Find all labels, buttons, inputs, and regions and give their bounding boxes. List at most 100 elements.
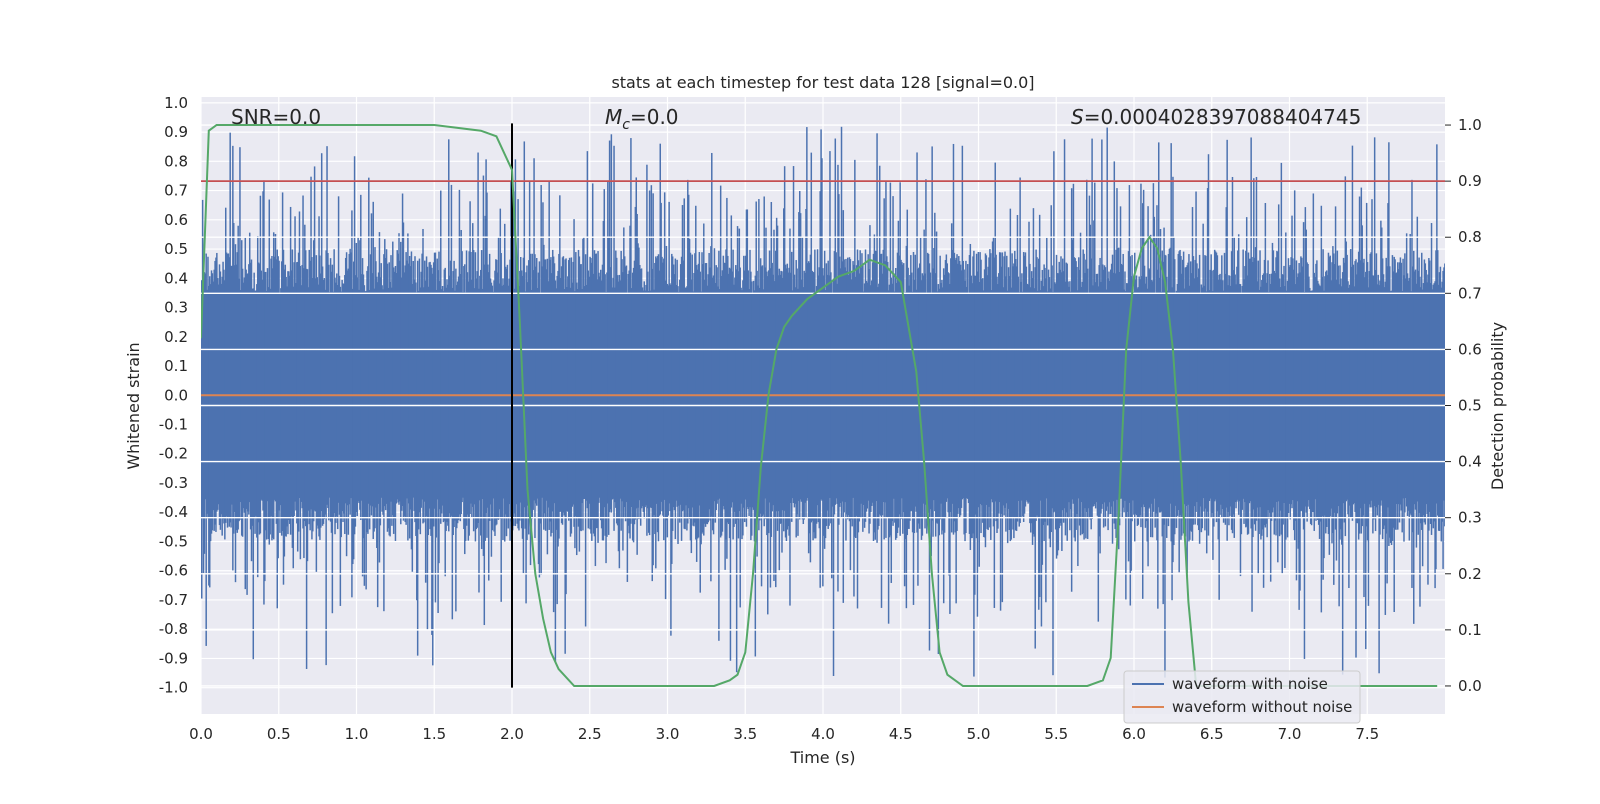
noise-sample xyxy=(983,269,986,538)
noise-sample xyxy=(1043,264,1045,542)
noise-sample xyxy=(535,266,537,504)
noise-sample xyxy=(956,254,958,531)
noise-sample xyxy=(894,268,897,540)
noise-sample xyxy=(294,216,296,502)
noise-sample xyxy=(1337,265,1339,507)
noise-sample xyxy=(937,284,940,654)
noise-sample xyxy=(355,242,358,512)
noise-sample xyxy=(870,285,872,513)
noise-sample xyxy=(1275,257,1277,536)
noise-sample xyxy=(1387,203,1389,508)
noise-sample xyxy=(957,263,959,514)
noise-sample xyxy=(424,280,427,583)
noise-sample xyxy=(233,265,236,512)
x-tick-label: 1.0 xyxy=(345,725,369,743)
noise-sample xyxy=(1300,256,1302,512)
noise-sample xyxy=(559,195,561,512)
noise-sample xyxy=(601,264,604,541)
noise-sample xyxy=(716,267,718,504)
noise-sample xyxy=(1041,269,1044,565)
noise-sample xyxy=(1382,274,1385,530)
noise-sample xyxy=(624,266,627,522)
noise-sample xyxy=(615,250,617,508)
noise-sample xyxy=(1111,254,1114,544)
noise-sample xyxy=(916,152,918,533)
noise-sample xyxy=(389,282,391,537)
noise-sample xyxy=(1240,292,1243,535)
noise-sample xyxy=(1307,263,1309,507)
noise-sample xyxy=(1357,262,1359,524)
noise-sample xyxy=(1230,251,1233,530)
noise-sample xyxy=(1301,266,1304,518)
noise-sample xyxy=(1310,290,1313,526)
noise-sample xyxy=(1106,127,1108,507)
noise-sample xyxy=(675,284,677,501)
noise-sample xyxy=(761,265,764,517)
noise-sample xyxy=(371,273,374,507)
noise-sample xyxy=(585,284,588,501)
noise-sample xyxy=(1437,250,1439,516)
noise-sample xyxy=(1070,291,1072,510)
y2-tick-label: 0.4 xyxy=(1458,453,1482,471)
noise-sample xyxy=(711,277,714,531)
noise-sample xyxy=(216,252,218,512)
y2-tick-label: 0.6 xyxy=(1458,340,1482,358)
noise-sample xyxy=(1064,281,1067,536)
noise-sample xyxy=(344,257,347,504)
noise-sample xyxy=(1050,205,1052,533)
noise-sample xyxy=(1024,252,1027,507)
y-tick-label: 0.7 xyxy=(164,182,188,200)
noise-sample xyxy=(1037,290,1039,518)
noise-sample xyxy=(288,275,291,524)
noise-sample xyxy=(415,282,417,537)
noise-sample xyxy=(775,217,778,512)
noise-sample xyxy=(1282,274,1284,525)
noise-sample xyxy=(1345,241,1347,502)
noise-sample xyxy=(950,258,952,513)
noise-sample xyxy=(380,263,382,498)
noise-sample xyxy=(1049,288,1052,548)
noise-sample xyxy=(513,288,516,514)
noise-sample xyxy=(633,260,636,525)
noise-sample xyxy=(873,234,876,533)
noise-sample xyxy=(388,262,390,536)
noise-sample xyxy=(743,270,746,523)
noise-sample xyxy=(1271,242,1274,513)
noise-sample xyxy=(379,277,382,526)
noise-sample xyxy=(340,291,342,538)
noise-sample xyxy=(1397,269,1400,505)
noise-sample xyxy=(1035,249,1037,521)
noise-sample xyxy=(1130,276,1132,571)
noise-sample xyxy=(369,254,372,506)
noise-sample xyxy=(435,289,438,538)
noise-sample xyxy=(883,198,885,540)
noise-sample xyxy=(417,290,420,530)
legend: waveform with noise waveform without noi… xyxy=(1123,670,1361,724)
noise-sample xyxy=(833,251,836,515)
noise-sample xyxy=(244,237,247,590)
noise-sample xyxy=(1066,263,1068,541)
noise-sample xyxy=(464,292,467,541)
noise-sample xyxy=(1408,277,1411,541)
noise-sample xyxy=(631,272,634,541)
noise-sample xyxy=(381,285,383,512)
noise-sample xyxy=(1232,270,1235,515)
y-tick-label: 1.0 xyxy=(164,94,188,112)
noise-sample xyxy=(1054,282,1056,512)
noise-sample xyxy=(1423,259,1426,523)
noise-sample xyxy=(550,257,552,537)
noise-sample xyxy=(289,206,292,535)
y-tick-label: 0.5 xyxy=(164,240,188,258)
noise-sample xyxy=(921,273,924,536)
y-tick-label: 0.0 xyxy=(164,386,188,404)
noise-sample xyxy=(238,278,240,522)
noise-sample xyxy=(797,288,799,536)
y2-axis-label: Detection probability xyxy=(1488,322,1507,490)
noise-sample xyxy=(296,262,298,524)
x-tick-label: 3.5 xyxy=(733,725,757,743)
noise-sample xyxy=(605,292,607,564)
noise-sample xyxy=(1306,262,1308,522)
noise-sample xyxy=(353,156,356,535)
noise-sample xyxy=(271,255,273,541)
noise-sample xyxy=(1400,262,1403,511)
